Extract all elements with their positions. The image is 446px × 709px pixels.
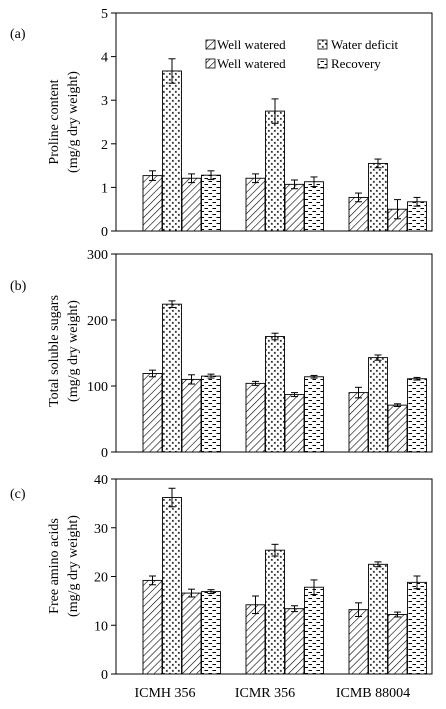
bar-b xyxy=(142,373,163,453)
y-tick-label-c: 10 xyxy=(94,619,108,634)
bar-c xyxy=(387,614,408,675)
legend-label-water-deficit: Water deficit xyxy=(331,37,399,52)
bar-b xyxy=(201,375,221,453)
bar-a xyxy=(304,181,324,232)
legend-label-well-watered-2: Well watered xyxy=(217,56,286,71)
legend-swatch-well-watered-1 xyxy=(205,39,216,50)
y-tick-label-a: 0 xyxy=(101,225,108,240)
panel-c: (c) Free amino acids (mg/g dry weight) xyxy=(10,487,81,617)
y-tick-label-b: 300 xyxy=(87,248,108,263)
bar-a xyxy=(142,175,163,232)
bar-b xyxy=(387,404,408,453)
panel-label-a: (a) xyxy=(10,27,26,42)
x-tick-label-icmr-356: ICMR 356 xyxy=(235,686,295,701)
legend-swatch-recovery xyxy=(317,58,328,69)
bar-a xyxy=(265,110,285,232)
bar-a xyxy=(181,177,202,232)
legend: Well watered Water deficit Well watered … xyxy=(205,37,399,71)
bar-b xyxy=(368,357,388,453)
y-tick-label-b: 200 xyxy=(87,314,108,329)
bar-a xyxy=(201,174,221,232)
chart-marks: 0 1 2 3 4 5 0 100 200 300 0 10 20 30 40 xyxy=(87,7,433,683)
y-axis-label-b-line1: Total soluble sugars xyxy=(47,295,62,407)
bar-c xyxy=(304,586,324,675)
bar-b xyxy=(245,382,266,453)
bar-c xyxy=(142,579,163,675)
bar-c xyxy=(201,591,221,675)
legend-label-recovery: Recovery xyxy=(331,56,381,71)
y-tick-label-b: 0 xyxy=(101,446,108,461)
y-tick-label-c: 40 xyxy=(94,473,108,488)
bar-b xyxy=(304,376,324,453)
bar-b xyxy=(284,394,305,453)
x-tick-label-icmh-356: ICMH 356 xyxy=(134,686,195,701)
panel-b: (b) Total soluble sugars (mg/g dry weigh… xyxy=(10,279,81,407)
bar-b xyxy=(162,303,182,453)
bar-a xyxy=(348,196,369,232)
y-axis-label-a-line2: (mg/g dry weight) xyxy=(66,71,81,173)
y-axis-label-c-line1: Free amino acids xyxy=(47,518,62,614)
y-tick-label-a: 1 xyxy=(101,181,108,196)
bar-c xyxy=(368,563,388,675)
panel-label-c: (c) xyxy=(10,487,26,502)
bar-b xyxy=(181,378,202,453)
bar-c xyxy=(284,608,305,675)
legend-swatch-well-watered-2 xyxy=(205,58,216,69)
bar-a xyxy=(162,70,182,232)
bar-a xyxy=(245,177,266,232)
panel-label-b: (b) xyxy=(10,279,27,294)
bar-c xyxy=(348,609,369,675)
bar-b xyxy=(348,392,369,453)
y-tick-label-c: 20 xyxy=(94,571,108,586)
y-tick-label-c: 0 xyxy=(101,668,108,683)
y-axis-label-b-line2: (mg/g dry weight) xyxy=(66,300,81,402)
bar-c xyxy=(265,549,285,675)
y-tick-label-b: 100 xyxy=(87,380,108,395)
y-axis-label-c-line2: (mg/g dry weight) xyxy=(66,515,81,617)
bar-a xyxy=(368,162,388,232)
x-tick-label-icmb-88004: ICMB 88004 xyxy=(336,686,410,701)
bar-c xyxy=(245,604,266,675)
y-tick-label-c: 30 xyxy=(94,522,108,537)
y-tick-label-a: 5 xyxy=(101,7,108,22)
bar-a xyxy=(284,183,305,232)
bar-c xyxy=(407,581,427,675)
bar-b xyxy=(407,378,427,453)
y-tick-label-a: 3 xyxy=(101,94,108,109)
y-tick-label-a: 2 xyxy=(101,138,108,153)
legend-label-well-watered-1: Well watered xyxy=(217,37,286,52)
panel-a: (a) Proline content (mg/g dry weight) We… xyxy=(10,27,399,173)
x-axis-category-labels: ICMH 356 ICMR 356 ICMB 88004 xyxy=(134,686,410,701)
legend-swatch-water-deficit xyxy=(317,39,328,50)
y-tick-label-a: 4 xyxy=(101,51,108,66)
bar-c xyxy=(162,497,182,675)
bar-b xyxy=(265,336,285,453)
y-axis-label-a-line1: Proline content xyxy=(47,79,62,164)
bar-c xyxy=(181,592,202,675)
